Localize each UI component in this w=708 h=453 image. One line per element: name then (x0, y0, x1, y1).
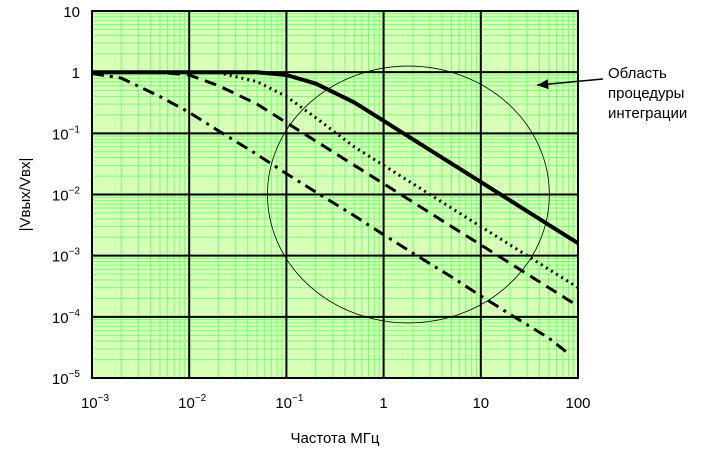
y-tick-label: 10−2 (52, 186, 81, 205)
x-tick-label: 10−2 (178, 393, 207, 412)
annotation: Область процедуры интеграции (537, 65, 687, 122)
annotation-text: интеграции (608, 105, 687, 122)
series-line-3 (92, 70, 579, 308)
series-line-1 (92, 70, 580, 245)
series-line-2 (92, 70, 579, 289)
integration-region (267, 65, 550, 324)
y-axis-label: |Vвых/Vвх| (17, 158, 34, 232)
plot-border (91, 10, 579, 379)
x-tick-label: 1 (379, 395, 387, 412)
y-tick-label: 1 (72, 65, 80, 82)
x-tick-label: 100 (565, 395, 590, 412)
x-tick-label: 10−1 (275, 393, 304, 412)
series-line-4 (91, 72, 570, 355)
series-group (91, 70, 580, 355)
x-tick-label: 10 (472, 395, 489, 412)
y-tick-label: 10−3 (52, 247, 81, 266)
x-tick-labels: 10−3 10−2 10−1 1 10 100 (81, 393, 591, 412)
y-tick-labels: 10 1 10−1 10−2 10−3 10−4 10−5 (52, 4, 81, 388)
y-tick-label: 10−4 (52, 308, 81, 327)
annotation-text: Область (608, 65, 667, 82)
y-tick-label: 10−5 (52, 369, 81, 388)
integration-ellipse (267, 65, 550, 324)
x-tick-label: 10−3 (81, 393, 110, 412)
y-tick-label: 10−1 (52, 124, 81, 143)
y-tick-label: 10 (63, 4, 80, 21)
annotation-text: процедуры (608, 85, 684, 102)
annotation-arrowhead (537, 79, 549, 90)
x-axis-label: Частота МГц (291, 430, 380, 447)
